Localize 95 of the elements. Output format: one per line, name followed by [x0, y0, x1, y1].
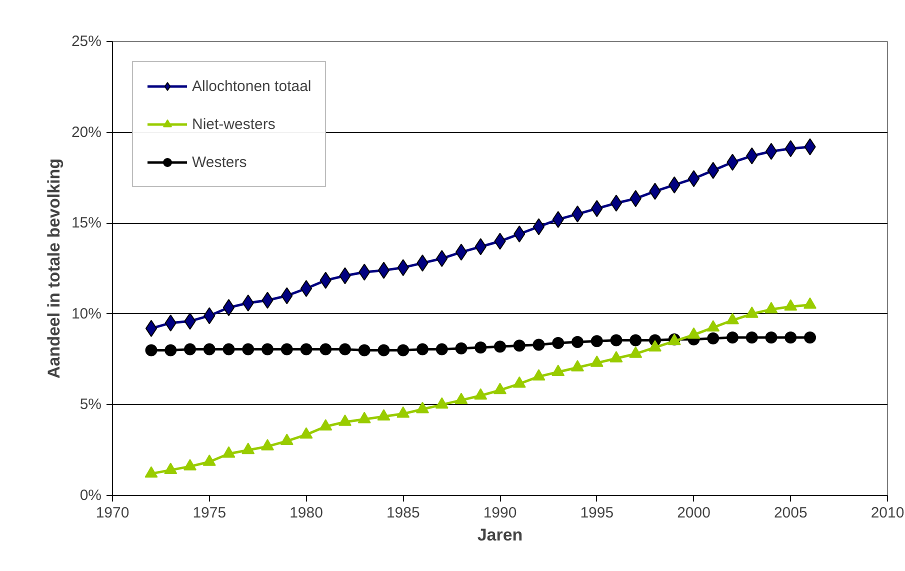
x-tick-label: 1990	[483, 504, 517, 522]
point	[184, 459, 196, 470]
point	[532, 369, 546, 381]
point	[378, 262, 390, 279]
point	[358, 412, 371, 424]
point	[339, 343, 351, 356]
point	[572, 336, 584, 348]
point	[688, 170, 700, 188]
point	[455, 342, 468, 354]
point	[416, 402, 429, 414]
y-tick-label: 20%	[71, 124, 102, 141]
x-tick-label: 1970	[96, 504, 130, 522]
y-tick-label: 0%	[80, 487, 102, 504]
point	[532, 218, 545, 236]
point	[571, 360, 584, 372]
x-tick-label: 1985	[386, 504, 420, 522]
point	[416, 343, 428, 356]
point	[552, 364, 565, 376]
point	[222, 343, 235, 356]
point	[164, 462, 178, 474]
x-tick-label: 2000	[677, 504, 710, 522]
point	[687, 327, 700, 339]
point	[378, 344, 390, 356]
point	[145, 320, 158, 337]
point	[184, 343, 196, 356]
point	[164, 344, 177, 356]
point	[629, 346, 642, 358]
point	[512, 376, 526, 388]
point	[610, 194, 622, 212]
point	[707, 332, 720, 344]
point	[474, 342, 487, 354]
point	[242, 343, 254, 356]
point	[532, 338, 545, 351]
y-tick-label: 5%	[80, 396, 102, 414]
legend-label: Niet-westers	[192, 116, 276, 132]
point	[222, 299, 235, 316]
point	[784, 332, 797, 344]
point	[610, 334, 622, 346]
point	[377, 409, 390, 420]
point	[494, 340, 506, 353]
y-axis-title: Aandeel in totale bevolking	[44, 158, 64, 379]
x-tick-label: 2005	[774, 504, 808, 522]
point	[203, 343, 216, 356]
point	[552, 336, 564, 349]
point	[261, 439, 274, 450]
y-tick-label: 25%	[71, 33, 102, 50]
point	[436, 343, 448, 356]
point	[145, 344, 158, 356]
point	[610, 350, 623, 362]
point	[590, 335, 603, 348]
x-tick-label: 1980	[290, 504, 323, 522]
point	[706, 320, 720, 332]
point	[300, 343, 312, 356]
point	[280, 343, 293, 356]
point	[726, 312, 739, 324]
point	[726, 332, 738, 344]
point	[746, 332, 758, 344]
point	[300, 280, 312, 297]
point	[784, 299, 798, 311]
point	[435, 397, 448, 409]
point	[454, 392, 468, 404]
point	[648, 340, 662, 352]
point	[358, 344, 370, 356]
y-tick-label: 10%	[71, 305, 102, 322]
point	[474, 388, 488, 400]
point	[338, 414, 352, 426]
point	[764, 302, 778, 314]
point	[455, 244, 468, 261]
point	[513, 340, 526, 352]
point	[590, 356, 604, 367]
y-tick-label: 15%	[71, 214, 102, 232]
point	[320, 343, 332, 356]
point	[765, 142, 778, 160]
point	[202, 454, 216, 466]
point	[262, 343, 274, 356]
point	[494, 382, 506, 394]
point	[804, 332, 816, 344]
point	[630, 334, 642, 346]
x-axis-title: Jaren	[477, 526, 523, 544]
point	[319, 419, 332, 430]
point	[300, 427, 313, 439]
x-tick-label: 1975	[192, 504, 226, 522]
point	[144, 466, 158, 478]
point	[397, 344, 410, 356]
point	[804, 297, 816, 309]
point	[242, 442, 255, 454]
point	[280, 434, 294, 445]
point	[222, 446, 236, 458]
legend-label: Westers	[192, 154, 247, 170]
point	[396, 406, 410, 418]
x-tick-label: 1995	[580, 504, 614, 522]
x-tick-label: 2010	[870, 504, 904, 522]
point	[765, 332, 778, 344]
point	[745, 306, 758, 318]
legend-label: Allochtonen totaal	[192, 78, 312, 94]
